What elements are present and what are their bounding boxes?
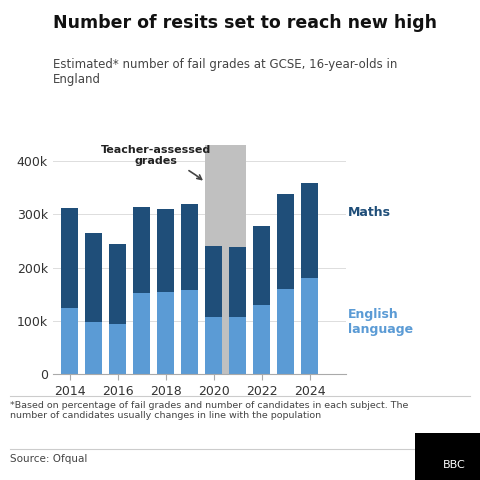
Bar — [205, 145, 246, 374]
Bar — [61, 308, 78, 374]
Bar — [133, 207, 150, 293]
Bar — [181, 204, 198, 290]
Text: Teacher-assessed
grades: Teacher-assessed grades — [101, 145, 211, 180]
Bar — [109, 324, 126, 374]
Text: Estimated* number of fail grades at GCSE, 16-year-olds in
England: Estimated* number of fail grades at GCSE… — [53, 58, 397, 85]
Bar — [181, 290, 198, 374]
Bar — [157, 209, 174, 292]
Bar — [205, 246, 222, 317]
Text: *Based on percentage of fail grades and number of candidates in each subject. Th: *Based on percentage of fail grades and … — [10, 401, 408, 420]
Bar — [85, 322, 102, 374]
Bar — [157, 292, 174, 374]
Text: Number of resits set to reach new high: Number of resits set to reach new high — [53, 14, 437, 33]
Bar — [85, 233, 102, 322]
Bar — [133, 293, 150, 374]
Bar — [277, 289, 294, 374]
Text: English
language: English language — [348, 308, 413, 336]
Bar — [253, 305, 270, 374]
Bar — [301, 183, 318, 278]
Text: Maths: Maths — [348, 206, 391, 219]
Bar — [61, 208, 78, 308]
Bar — [277, 194, 294, 289]
Bar — [229, 248, 246, 317]
Bar — [109, 244, 126, 324]
Bar — [253, 226, 270, 305]
Bar — [229, 317, 246, 374]
Bar — [301, 278, 318, 374]
Text: BBC: BBC — [443, 460, 466, 470]
Bar — [205, 317, 222, 374]
Text: Source: Ofqual: Source: Ofqual — [10, 454, 87, 464]
